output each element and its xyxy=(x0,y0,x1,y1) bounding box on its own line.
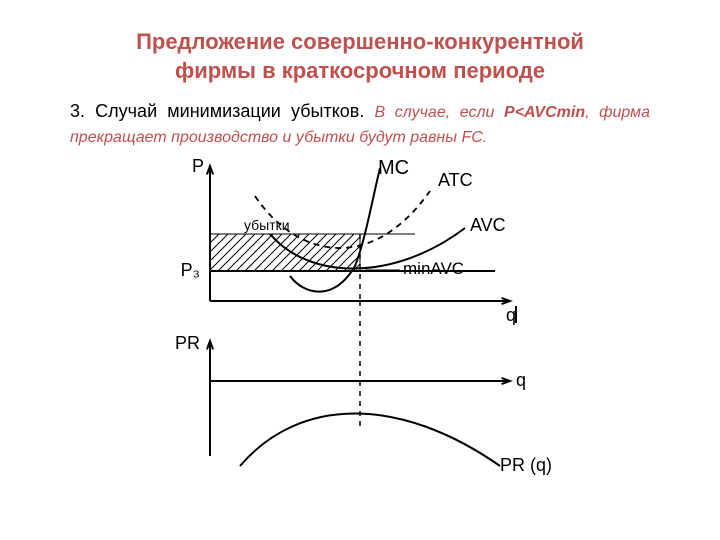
svg-text:P: P xyxy=(192,156,204,176)
body-cond-prefix: В случае, если xyxy=(375,104,505,121)
svg-text:PR (q): PR (q) xyxy=(500,455,552,475)
svg-text:minAVC: minAVC xyxy=(403,259,464,278)
body-paragraph: 3. Случай минимизации убытков. В случае,… xyxy=(70,99,650,148)
title-line2: фирмы в краткосрочном периоде xyxy=(70,57,650,86)
svg-text:убытки: убытки xyxy=(244,217,290,233)
svg-text:q: q xyxy=(506,305,516,325)
body-lead: 3. Случай минимизации убытков. xyxy=(70,101,375,121)
diagram-container: Pq P₃ убытки MC ATC AVC minAVC PR q PR (q) xyxy=(70,156,650,486)
svg-text:P₃: P₃ xyxy=(181,260,200,280)
svg-text:MC: MC xyxy=(378,157,409,179)
svg-text:q: q xyxy=(516,370,526,390)
economics-diagram: Pq P₃ убытки MC ATC AVC minAVC PR q PR (q) xyxy=(140,156,580,486)
svg-text:AVC: AVC xyxy=(470,215,506,235)
body-cond-ineq: P<AVCmin xyxy=(504,104,585,121)
svg-text:PR: PR xyxy=(175,333,200,353)
svg-text:ATC: ATC xyxy=(438,170,473,190)
page-title: Предложение совершенно-конкурентной фирм… xyxy=(70,28,650,85)
title-line1: Предложение совершенно-конкурентной xyxy=(70,28,650,57)
